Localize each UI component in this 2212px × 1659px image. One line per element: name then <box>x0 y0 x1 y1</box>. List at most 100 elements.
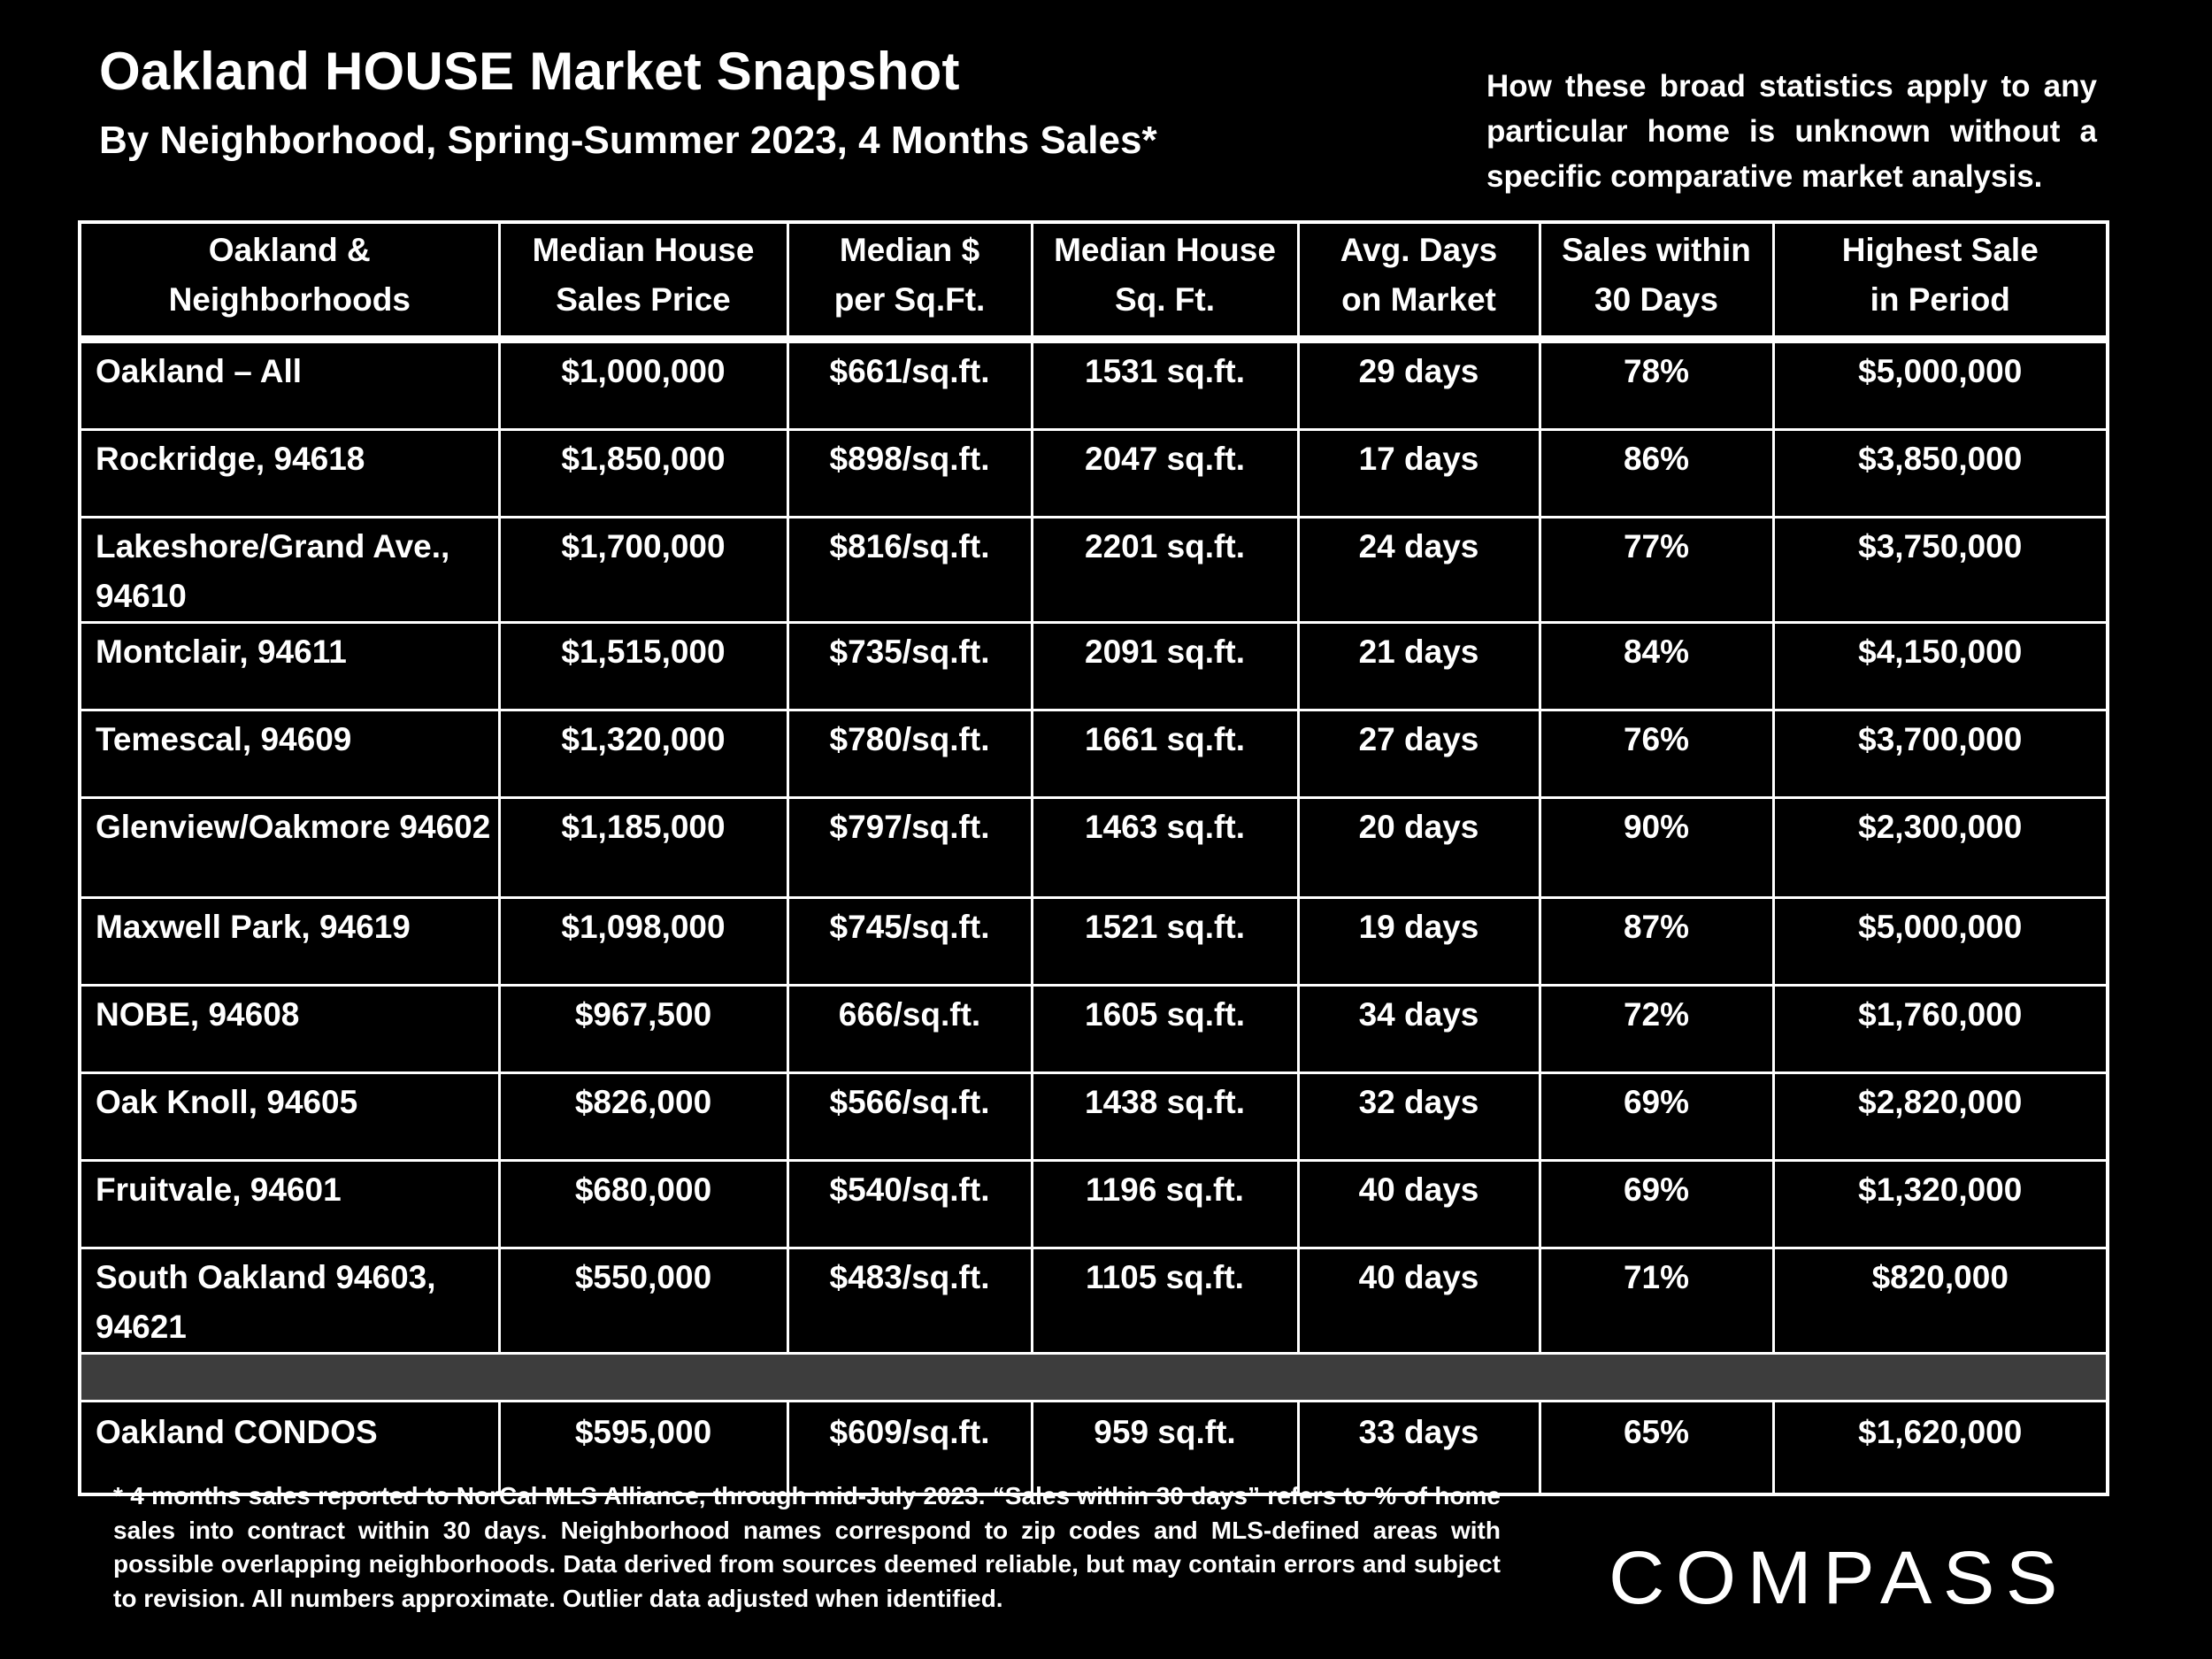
neighborhood-cell: Fruitvale, 94601 <box>78 1159 501 1249</box>
price-per-sqft-cell: $898/sq.ft. <box>786 428 1033 518</box>
sales-30-days-cell: 72% <box>1538 984 1775 1074</box>
avg-days-cell: 27 days <box>1296 709 1541 799</box>
condo-row: Oakland CONDOS $595,000 $609/sq.ft. 959 sq.… <box>78 1400 2109 1496</box>
neighborhood-cell: Lakeshore/Grand Ave., 94610 <box>78 516 501 624</box>
median-price-cell: $1,850,000 <box>497 428 789 518</box>
column-header: Avg. Days on Market <box>1296 220 1541 341</box>
neighborhood-cell: Maxwell Park, 94619 <box>78 896 501 987</box>
median-price-cell: $1,185,000 <box>497 796 789 899</box>
highest-sale-cell: $5,000,000 <box>1771 338 2109 431</box>
page-subtitle: By Neighborhood, Spring-Summer 2023, 4 M… <box>99 119 1157 162</box>
column-header-line: Median House <box>532 232 755 268</box>
highest-sale-cell: $3,700,000 <box>1771 709 2109 799</box>
table-header-row: Oakland & Neighborhoods Median House Sales … <box>78 220 2109 341</box>
column-header: Median $ per Sq.Ft. <box>786 220 1033 341</box>
sales-30-days-cell: 77% <box>1538 516 1775 624</box>
column-header-line: Sq. Ft. <box>1114 281 1216 318</box>
avg-days-cell: 24 days <box>1296 516 1541 624</box>
sales-30-days-cell: 87% <box>1538 896 1775 987</box>
price-per-sqft-cell: $780/sq.ft. <box>786 709 1033 799</box>
highest-sale-cell: $1,760,000 <box>1771 984 2109 1074</box>
table-body: Oakland – All $1,000,000 $661/sq.ft. 1531 s… <box>78 338 2109 1496</box>
price-per-sqft-cell: $483/sq.ft. <box>786 1247 1033 1355</box>
column-header: Oakland & Neighborhoods <box>78 220 501 341</box>
market-table-container: Oakland & Neighborhoods Median House Sales … <box>78 220 2109 1496</box>
price-per-sqft-cell: 666/sq.ft. <box>786 984 1033 1074</box>
sales-30-days-cell: 90% <box>1538 796 1775 899</box>
table-row: Lakeshore/Grand Ave., 94610 $1,700,000 $81… <box>78 516 2109 624</box>
median-price-cell: $967,500 <box>497 984 789 1074</box>
median-price-cell: $1,515,000 <box>497 621 789 711</box>
median-sqft-cell: 1105 sq.ft. <box>1030 1247 1300 1355</box>
disclaimer-text: How these broad statistics apply to any … <box>1486 69 2097 194</box>
separator-row <box>78 1352 2109 1402</box>
column-header-line: 30 Days <box>1594 281 1718 318</box>
compass-logo: COMPASS <box>1609 1540 2058 1619</box>
table-row: Glenview/Oakmore 94602 $1,185,000 $797/sq.… <box>78 796 2109 899</box>
table-row: Montclair, 94611 $1,515,000 $735/sq.ft. 209… <box>78 621 2109 711</box>
table-row: NOBE, 94608 $967,500 666/sq.ft. 1605 sq.ft.… <box>78 984 2109 1074</box>
neighborhood-cell: NOBE, 94608 <box>78 984 501 1074</box>
sales-30-days-cell: 86% <box>1538 428 1775 518</box>
median-sqft-cell: 1605 sq.ft. <box>1030 984 1300 1074</box>
highest-sale-cell: $2,820,000 <box>1771 1071 2109 1162</box>
neighborhood-cell: Montclair, 94611 <box>78 621 501 711</box>
column-header-line: in Period <box>1870 281 2010 318</box>
sales-30-days-cell: 71% <box>1538 1247 1775 1355</box>
table-row: Oakland – All $1,000,000 $661/sq.ft. 1531 s… <box>78 338 2109 431</box>
avg-days-cell: 21 days <box>1296 621 1541 711</box>
column-header-line: Oakland & <box>208 232 371 268</box>
page-title: Oakland HOUSE Market Snapshot <box>99 42 960 101</box>
median-price-cell: $1,098,000 <box>497 896 789 987</box>
avg-days-cell: 29 days <box>1296 338 1541 431</box>
column-header-line: Median House <box>1054 232 1276 268</box>
median-sqft-cell: 959 sq.ft. <box>1030 1400 1300 1496</box>
median-sqft-cell: 1463 sq.ft. <box>1030 796 1300 899</box>
table-row: South Oakland 94603, 94621 $550,000 $483/s… <box>78 1247 2109 1355</box>
column-header-line: Sales within <box>1562 232 1751 268</box>
avg-days-cell: 17 days <box>1296 428 1541 518</box>
median-price-cell: $680,000 <box>497 1159 789 1249</box>
sales-30-days-cell: 76% <box>1538 709 1775 799</box>
median-price-cell: $1,320,000 <box>497 709 789 799</box>
neighborhood-cell: Temescal, 94609 <box>78 709 501 799</box>
highest-sale-cell: $1,320,000 <box>1771 1159 2109 1249</box>
median-sqft-cell: 2047 sq.ft. <box>1030 428 1300 518</box>
median-sqft-cell: 1521 sq.ft. <box>1030 896 1300 987</box>
median-sqft-cell: 1196 sq.ft. <box>1030 1159 1300 1249</box>
column-header-line: per Sq.Ft. <box>833 281 986 318</box>
table-row: Maxwell Park, 94619 $1,098,000 $745/sq.ft.… <box>78 896 2109 987</box>
avg-days-cell: 34 days <box>1296 984 1541 1074</box>
column-header-line: on Market <box>1341 281 1496 318</box>
highest-sale-cell: $3,850,000 <box>1771 428 2109 518</box>
highest-sale-cell: $820,000 <box>1771 1247 2109 1355</box>
table-row: Rockridge, 94618 $1,850,000 $898/sq.ft. 204… <box>78 428 2109 518</box>
separator-cell <box>78 1352 2109 1402</box>
median-price-cell: $1,700,000 <box>497 516 789 624</box>
median-price-cell: $826,000 <box>497 1071 789 1162</box>
sales-30-days-cell: 84% <box>1538 621 1775 711</box>
median-sqft-cell: 1661 sq.ft. <box>1030 709 1300 799</box>
column-header-line: Neighborhoods <box>168 281 411 318</box>
column-header-line: Avg. Days <box>1340 232 1498 268</box>
median-price-cell: $1,000,000 <box>497 338 789 431</box>
avg-days-cell: 40 days <box>1296 1159 1541 1249</box>
market-table: Oakland & Neighborhoods Median House Sales … <box>78 220 2109 1496</box>
column-header-line: Sales Price <box>556 281 731 318</box>
column-header-line: Highest Sale <box>1841 232 2039 268</box>
neighborhood-cell: Oak Knoll, 94605 <box>78 1071 501 1162</box>
footnote-text: * 4 months sales reported to NorCal MLS … <box>113 1482 1501 1612</box>
price-per-sqft-cell: $797/sq.ft. <box>786 796 1033 899</box>
sales-30-days-cell: 69% <box>1538 1071 1775 1162</box>
avg-days-cell: 32 days <box>1296 1071 1541 1162</box>
price-per-sqft-cell: $609/sq.ft. <box>786 1400 1033 1496</box>
price-per-sqft-cell: $735/sq.ft. <box>786 621 1033 711</box>
median-sqft-cell: 2201 sq.ft. <box>1030 516 1300 624</box>
median-price-cell: $595,000 <box>497 1400 789 1496</box>
price-per-sqft-cell: $566/sq.ft. <box>786 1071 1033 1162</box>
price-per-sqft-cell: $816/sq.ft. <box>786 516 1033 624</box>
neighborhood-cell: Oakland – All <box>78 338 501 431</box>
table-row: Fruitvale, 94601 $680,000 $540/sq.ft. 1196 … <box>78 1159 2109 1249</box>
highest-sale-cell: $3,750,000 <box>1771 516 2109 624</box>
neighborhood-cell: Oakland CONDOS <box>78 1400 501 1496</box>
